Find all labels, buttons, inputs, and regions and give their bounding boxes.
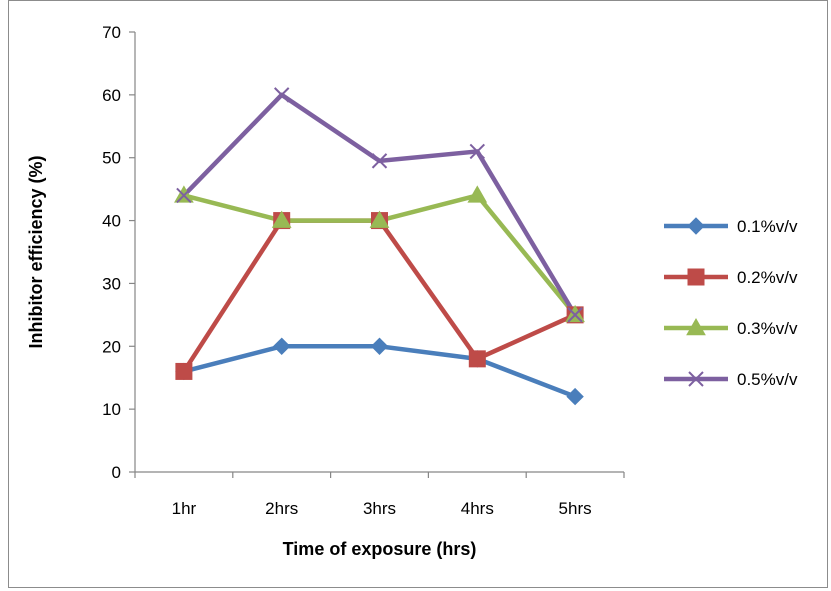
data-point xyxy=(370,337,389,355)
data-point xyxy=(566,387,584,406)
legend-item: 0.2%v/v xyxy=(664,268,798,287)
legend-label: 0.2%v/v xyxy=(737,268,798,287)
data-point xyxy=(467,185,488,203)
y-tick-label: 30 xyxy=(102,274,121,293)
data-point xyxy=(469,143,486,160)
legend-label: 0.3%v/v xyxy=(737,319,798,338)
data-point xyxy=(271,210,292,228)
x-axis-ticks: 1hr 2hrs 3hrs 4hrs 5hrs xyxy=(134,472,625,518)
legend-item: 0.3%v/v xyxy=(664,317,798,338)
y-tick-label: 40 xyxy=(102,212,121,231)
x-tick-label: 5hrs xyxy=(559,499,592,518)
legend-marker xyxy=(688,371,704,387)
y-tick-label: 50 xyxy=(102,149,121,168)
y-tick-label: 0 xyxy=(112,463,121,482)
x-axis-title: Time of exposure (hrs) xyxy=(283,539,477,559)
data-point xyxy=(272,337,291,355)
legend-marker xyxy=(687,268,705,286)
y-axis-ticks: 0 10 20 30 40 50 60 70 xyxy=(102,23,135,482)
axes xyxy=(134,32,624,473)
data-point xyxy=(369,210,390,228)
y-tick-label: 60 xyxy=(102,86,121,105)
y-tick-label: 70 xyxy=(102,23,121,42)
x-tick-label: 3hrs xyxy=(363,499,396,518)
data-point xyxy=(176,187,192,204)
series-markers xyxy=(174,87,585,406)
y-axis-title: Inhibitor efficiency (%) xyxy=(26,155,46,348)
legend-marker xyxy=(687,217,705,235)
data-point xyxy=(175,362,193,380)
x-tick-label: 4hrs xyxy=(461,499,494,518)
legend-item: 0.5%v/v xyxy=(664,370,798,389)
data-point xyxy=(468,350,486,368)
x-tick-label: 2hrs xyxy=(265,499,298,518)
legend-marker xyxy=(686,317,706,336)
legend: 0.1%v/v 0.2%v/v 0.3%v/v 0.5%v/v xyxy=(664,217,798,389)
legend-label: 0.1%v/v xyxy=(737,217,798,236)
chart-frame xyxy=(8,0,828,588)
data-point xyxy=(273,87,290,103)
data-point xyxy=(371,153,388,169)
legend-item: 0.1%v/v xyxy=(664,217,798,236)
data-point xyxy=(567,307,583,323)
y-tick-label: 10 xyxy=(102,400,121,419)
y-tick-label: 20 xyxy=(102,337,121,356)
legend-label: 0.5%v/v xyxy=(737,370,798,389)
x-tick-label: 1hr xyxy=(172,499,197,518)
